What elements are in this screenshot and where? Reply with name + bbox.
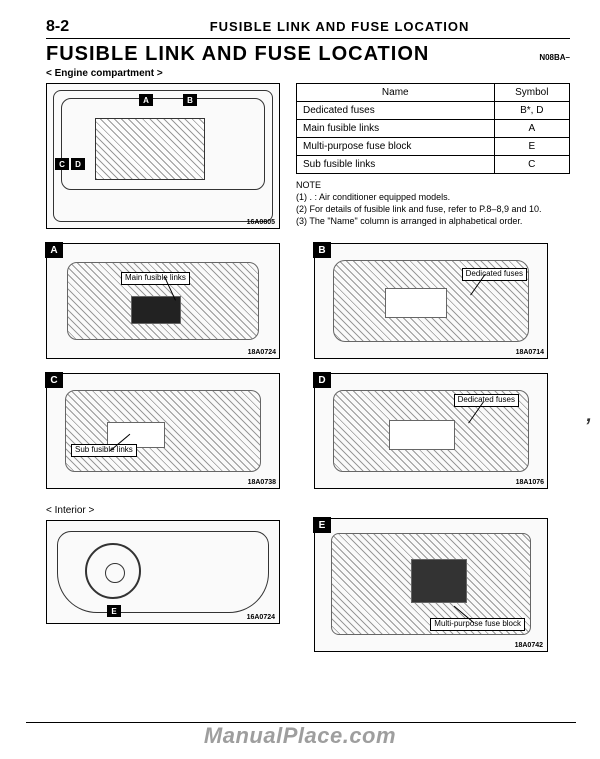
location-table: Name Symbol Dedicated fuses B*, D Main f…	[296, 83, 570, 174]
note-list: (1) . : Air conditioner equipped models.…	[296, 191, 570, 227]
cell-name: Main fusible links	[297, 120, 495, 138]
panel-badge: C	[45, 372, 63, 388]
title-row: FUSIBLE LINK AND FUSE LOCATION N08BA–	[46, 43, 570, 66]
component	[131, 296, 181, 324]
panel-e: E Multi-purpose fuse block 18A0742	[314, 518, 548, 652]
panel-d: D Dedicated fuses 18A1076	[314, 373, 548, 489]
manual-page: 8-2 FUSIBLE LINK AND FUSE LOCATION FUSIB…	[0, 0, 600, 759]
stray-mark: ‚	[586, 404, 592, 427]
cell-name: Multi-purpose fuse block	[297, 138, 495, 156]
note-item: (2) For details of fusible link and fuse…	[310, 203, 570, 215]
callout: Sub fusible links	[71, 444, 137, 457]
note-item: (1) . : Air conditioner equipped models.	[310, 191, 570, 203]
badge-a: A	[139, 94, 153, 106]
note-heading: NOTE	[296, 180, 570, 190]
cell-symbol: B*, D	[494, 102, 569, 120]
figure-code: 18A0742	[515, 642, 543, 649]
figure-code: 16A0805	[247, 219, 275, 226]
top-area: A B C D 16A0805 Name Symbol Dedicated fu…	[46, 83, 570, 229]
callout: Dedicated fuses	[454, 394, 519, 407]
cell-name: Sub fusible links	[297, 156, 495, 174]
running-title: FUSIBLE LINK AND FUSE LOCATION	[109, 19, 570, 34]
badge-c: C	[55, 158, 69, 170]
watermark: ManualPlace.com	[0, 723, 600, 749]
interior-heading: < Interior >	[46, 505, 570, 516]
figure-code: 18A0714	[516, 349, 544, 356]
table-row: Multi-purpose fuse block E	[297, 138, 570, 156]
page-number: 8-2	[46, 18, 69, 36]
section-title: FUSIBLE LINK AND FUSE LOCATION	[46, 43, 429, 66]
table-row: Sub fusible links C	[297, 156, 570, 174]
panel-a: A Main fusible links 18A0724	[46, 243, 280, 359]
badge-d: D	[71, 158, 85, 170]
panel-badge: E	[313, 517, 331, 533]
cell-symbol: C	[494, 156, 569, 174]
panel-badge: D	[313, 372, 331, 388]
engine-block	[95, 118, 205, 180]
callout: Dedicated fuses	[462, 268, 527, 281]
figure-code: 16A0724	[247, 614, 275, 621]
component	[411, 559, 467, 603]
panel-badge: B	[313, 242, 331, 258]
note-item: (3) The "Name" column is arranged in alp…	[310, 215, 570, 227]
callout: Multi-purpose fuse block	[430, 618, 525, 631]
panel-row-2: C Sub fusible links 18A0738 D Dedicated …	[46, 373, 570, 489]
page-header: 8-2 FUSIBLE LINK AND FUSE LOCATION	[46, 18, 570, 39]
component	[389, 420, 455, 450]
figure-code: 18A0738	[248, 479, 276, 486]
table-row: Dedicated fuses B*, D	[297, 102, 570, 120]
table-area: Name Symbol Dedicated fuses B*, D Main f…	[296, 83, 570, 229]
table-header-row: Name Symbol	[297, 84, 570, 102]
overview-figure: A B C D 16A0805	[46, 83, 280, 229]
cell-name: Dedicated fuses	[297, 102, 495, 120]
dash-wrapper: E 16A0724	[46, 518, 280, 624]
figure-code: 18A1076	[516, 479, 544, 486]
panel-c: C Sub fusible links 18A0738	[46, 373, 280, 489]
panel-badge: A	[45, 242, 63, 258]
component	[385, 288, 447, 318]
cell-symbol: E	[494, 138, 569, 156]
section-code: N08BA–	[539, 53, 570, 62]
callout: Main fusible links	[121, 272, 190, 285]
table-row: Main fusible links A	[297, 120, 570, 138]
panel-row-1: A Main fusible links 18A0724 B Dedicated…	[46, 243, 570, 359]
badge-e: E	[107, 605, 121, 617]
panel-row-3: E 16A0724 E Multi-purpose fuse block 18A…	[46, 518, 570, 652]
dash-figure: E 16A0724	[46, 520, 280, 624]
th-symbol: Symbol	[494, 84, 569, 102]
steering-wheel-icon	[85, 543, 141, 599]
figure-code: 18A0724	[248, 349, 276, 356]
th-name: Name	[297, 84, 495, 102]
badge-b: B	[183, 94, 197, 106]
panel-b: B Dedicated fuses 18A0714	[314, 243, 548, 359]
cell-symbol: A	[494, 120, 569, 138]
subheading: < Engine compartment >	[46, 68, 570, 79]
